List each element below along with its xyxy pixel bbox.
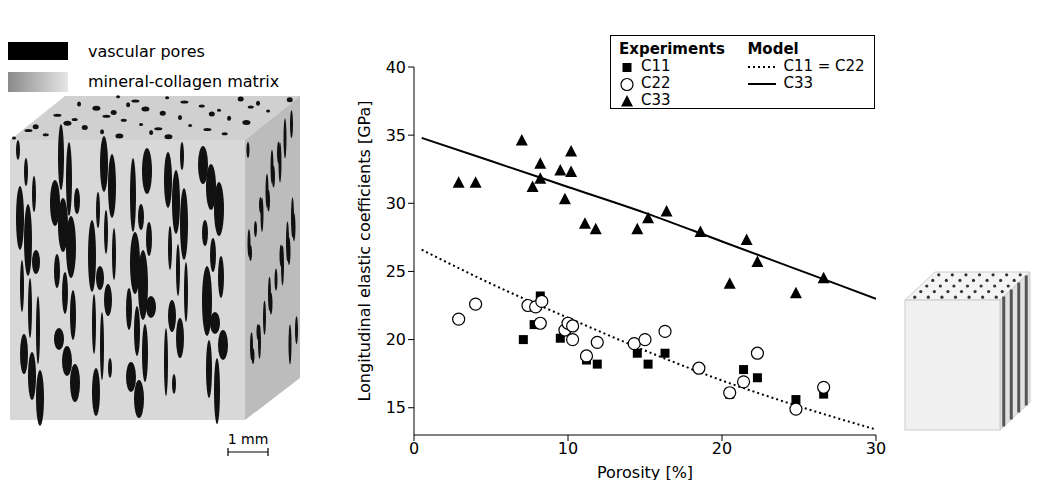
svg-text:vascular pores: vascular pores: [88, 42, 205, 61]
svg-text:30: 30: [866, 439, 886, 458]
html-text:C33: C33: [641, 91, 671, 109]
svg-text:30: 30: [386, 194, 406, 213]
svg-text:Longitudinal elastic coefficie: Longitudinal elastic coefficients [GPa]: [355, 100, 374, 401]
html-text:C11 = C22: C11 = C22: [783, 57, 865, 75]
svg-text:Porosity [%]: Porosity [%]: [597, 463, 693, 480]
svg-text:mineral-collagen matrix: mineral-collagen matrix: [88, 72, 279, 91]
html-text:Experiments: Experiments: [619, 40, 725, 58]
html-text:Model: Model: [747, 40, 799, 58]
html-text:C22: C22: [641, 74, 671, 92]
svg-text:0: 0: [409, 439, 419, 458]
html-text:C33: C33: [783, 74, 813, 92]
svg-text:15: 15: [386, 398, 406, 417]
html-text:C11: C11: [641, 57, 671, 75]
svg-text:20: 20: [712, 439, 732, 458]
svg-text:40: 40: [386, 58, 406, 77]
svg-text:10: 10: [558, 439, 578, 458]
svg-text:20: 20: [386, 330, 406, 349]
svg-text:35: 35: [386, 126, 406, 145]
svg-text:1 mm: 1 mm: [228, 431, 269, 447]
svg-text:25: 25: [386, 262, 406, 281]
